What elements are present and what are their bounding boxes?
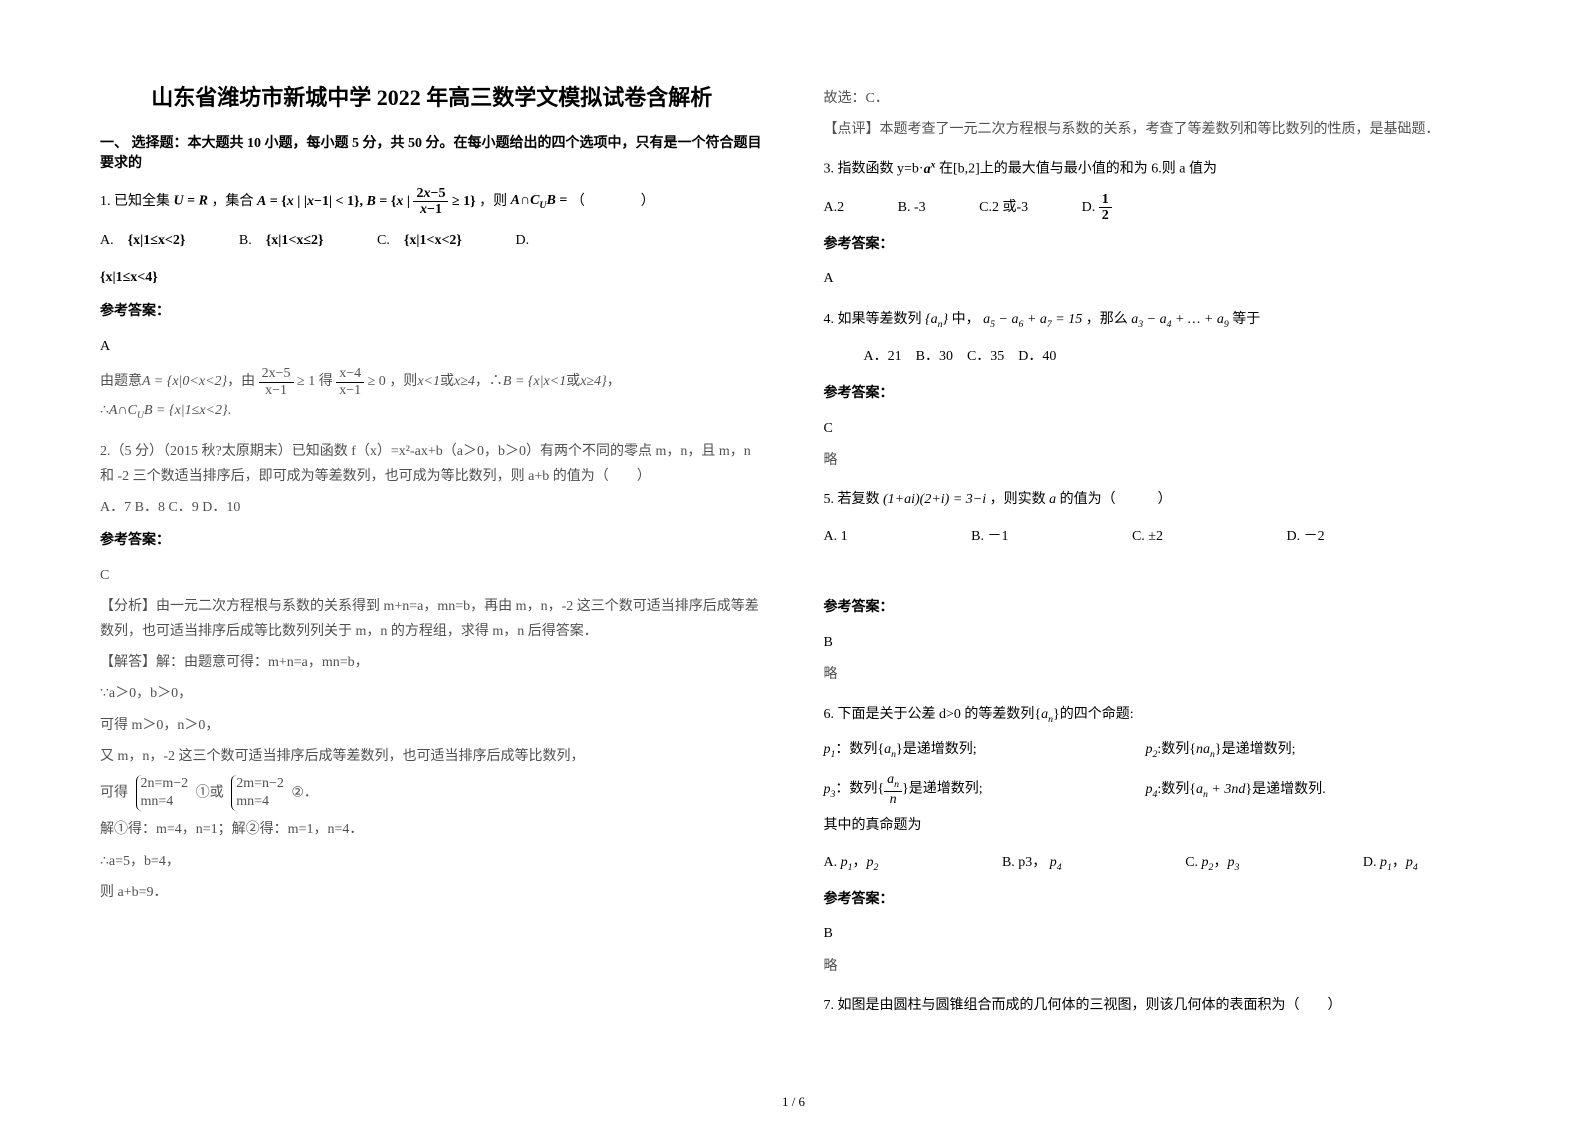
q2-system-2: 2m=n−2 mn=4 [231, 775, 284, 811]
q6-which: 其中的真命题为 [824, 813, 1488, 840]
q2-system-1: 2n=m−2 mn=4 [136, 775, 189, 811]
q1-stem-mid: ，集合 [211, 194, 253, 209]
q1-optA: A. {x|1≤x<2} [100, 226, 185, 257]
q5-stem-mid: ，则实数 [990, 492, 1046, 507]
q4-stem-suffix: ，那么 [1086, 312, 1128, 327]
question-4: 4. 如果等差数列 {an} 中， a5 − a6 + a7 = 15 ，那么 … [824, 307, 1488, 474]
question-3: 3. 指数函数 y=b·ax 在[b,2]上的最大值与最小值的和为 6.则 a … [824, 156, 1488, 292]
question-5: 5. 若复数 (1+ai)(2+i) = 3−i ，则实数 a 的值为（ ） A… [824, 487, 1488, 687]
q2-solve-6: 解①得：m=4，n=1；解②得：m=1，n=4． [100, 817, 764, 842]
q1-ans-label: 参考答案： [100, 299, 764, 326]
q2-ans-label: 参考答案： [100, 528, 764, 555]
q2-options: A．7 B．8 C．9 D．10 [100, 495, 764, 520]
q2-ans: C [100, 563, 764, 588]
q2-solve-3: 可得 m＞0，n＞0， [100, 713, 764, 738]
q5-optA: A. 1 [824, 522, 848, 553]
q5-optD: D. －2 [1287, 529, 1325, 544]
q5-ans: B [824, 630, 1488, 657]
q5-stem-suffix: 的值为（ ） [1060, 492, 1172, 507]
q2-solve-1: 【解答】解：由题意可得：m+n=a，mn=b， [100, 650, 764, 675]
q6-optC: C. p2，p3 [1185, 848, 1239, 879]
q6-optA: A. p1，p2 [824, 848, 879, 879]
q2-analysis-1: 【分析】由一元二次方程根与系数的关系得到 m+n=a，mn=b，再由 m，n，-… [100, 594, 764, 644]
q1-stem-suffix: ，则 [479, 194, 507, 209]
q5-ans-label: 参考答案： [824, 595, 1488, 622]
question-1: 1. 已知全集 U = R ，集合 A = {x | |x−1| < 1}, B… [100, 186, 764, 425]
q4-stem-end: 等于 [1232, 312, 1260, 327]
doc-title: 山东省潍坊市新城中学 2022 年高三数学文模拟试卷含解析 [100, 80, 764, 112]
q3-ans: A [824, 266, 1488, 293]
q2-comment: 【点评】本题考查了一元二次方程根与系数的关系，考查了等差数列和等比数列的性质，是… [824, 117, 1488, 142]
q6-brief: 略 [824, 954, 1488, 979]
q6-optD: D. p1，p4 [1363, 855, 1418, 870]
q1-universe: U = R [174, 194, 208, 209]
q3-optB: B. -3 [898, 193, 926, 224]
q6-ans: B [824, 921, 1488, 948]
q1-sets: A = {x | |x−1| < 1}, B = {x | 2x−5x−1 ≥ … [257, 194, 476, 209]
q1-optD-label: D. [515, 233, 529, 248]
q4-stem-prefix: 4. 如果等差数列 [824, 312, 922, 327]
q5-optB: B. －1 [971, 522, 1008, 553]
q3-optA: A.2 [824, 193, 845, 224]
q2-solve-4: 又 m，n，-2 这三个数可适当排序后成等差数列，也可适当排序后成等比数列， [100, 744, 764, 769]
q4-ans-label: 参考答案： [824, 381, 1488, 408]
q4-stem-mid: 中， [952, 312, 980, 327]
q6-p2: p2:数列{nan}是递增数列; [1145, 737, 1295, 764]
q1-optC: C. {x|1<x<2} [377, 226, 462, 257]
q6-optB: B. p3， p4 [1002, 848, 1062, 879]
q6-ans-label: 参考答案： [824, 887, 1488, 914]
q6-p3: p3：数列{ann}是递增数列; [824, 772, 1142, 807]
q3-optD: D. 12 [1082, 192, 1112, 224]
q2-conclusion: 故选：C． [824, 86, 1488, 111]
q3-ans-label: 参考答案： [824, 232, 1488, 259]
q1-analysis: 由题意A = {x|0<x<2}，由 2x−5x−1 ≥ 1 得 x−4x−1 … [100, 366, 764, 424]
q2-solve-2: ∵a＞0，b＞0， [100, 681, 764, 706]
section1-heading: 一、 选择题：本大题共 10 小题，每小题 5 分，共 50 分。在每小题给出的… [100, 132, 764, 172]
q4-options: A．21 B．30 C．35 D．40 [824, 342, 1488, 373]
q3-optC: C.2 或-3 [979, 193, 1028, 224]
question-6: 6. 下面是关于公差 d>0 的等差数列{an}的四个命题: p1：数列{an}… [824, 702, 1488, 980]
page-number: 1 / 6 [0, 1094, 1587, 1110]
q4-ans: C [824, 416, 1488, 443]
q4-brief: 略 [824, 448, 1488, 473]
q2-stem: 2.（5 分）（2015 秋?太原期末）已知函数 f（x）=x²-ax+b（a＞… [100, 439, 764, 489]
q2-solve-5: 可得 2n=m−2 mn=4 ①或 2m=n−2 mn=4 ②． [100, 775, 764, 811]
q6-stem-prefix: 6. 下面是关于公差 d>0 的等差数列{ [824, 707, 1042, 722]
q6-stem-suffix: }的四个命题: [1053, 707, 1134, 722]
question-2: 2.（5 分）（2015 秋?太原期末）已知函数 f（x）=x²-ax+b（a＞… [100, 439, 764, 905]
q3-stem-suffix: 在[b,2]上的最大值与最小值的和为 6.则 a 值为 [939, 162, 1217, 177]
q1-ans: A [100, 334, 764, 361]
q5-optC: C. ±2 [1132, 522, 1163, 553]
q2-solve-8: 则 a+b=9． [100, 880, 764, 905]
q1-stem-prefix: 1. 已知全集 [100, 194, 170, 209]
question-7: 7. 如图是由圆柱与圆锥组合而成的几何体的三视图，则该几何体的表面积为（ ） [824, 993, 1488, 1020]
q1-optD-set: {x|1≤x<4} [100, 265, 764, 292]
q5-brief: 略 [824, 662, 1488, 687]
q2-solve-7: ∴a=5，b=4， [100, 849, 764, 874]
left-column: 山东省潍坊市新城中学 2022 年高三数学文模拟试卷含解析 一、 选择题：本大题… [100, 80, 764, 1034]
q6-p1: p1：数列{an}是递增数列; [824, 737, 1142, 764]
q1-optB: B. {x|1<x≤2} [239, 226, 324, 257]
q1-result: A∩CUB = [511, 193, 568, 208]
q3-stem-prefix: 3. 指数函数 y=b· [824, 162, 924, 177]
q5-stem-prefix: 5. 若复数 [824, 492, 880, 507]
right-column: 故选：C． 【点评】本题考查了一元二次方程根与系数的关系，考查了等差数列和等比数… [824, 80, 1488, 1034]
q6-p4: p4:数列{an + 3nd}是递增数列. [1145, 777, 1325, 804]
